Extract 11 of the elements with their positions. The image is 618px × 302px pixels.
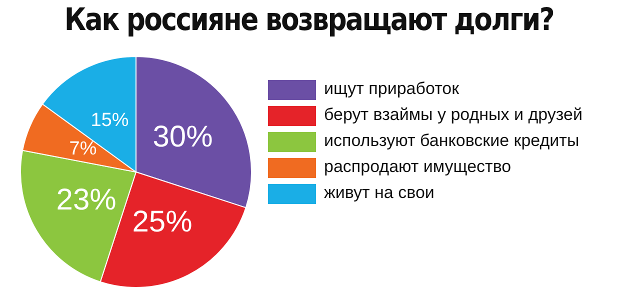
legend-label: используют банковские кредиты [324, 131, 580, 150]
data-label: 15% [90, 110, 129, 131]
chart-title: Как россияне возвращают долги? [63, 2, 555, 38]
legend-label: берут взаймы у родных и друзей [324, 105, 582, 124]
legend-label: распродают имущество [324, 157, 512, 176]
legend-label: ищут приработок [324, 79, 460, 98]
data-label: 30% [152, 120, 213, 154]
legend-label: живут на свои [324, 183, 434, 202]
data-label: 25% [132, 206, 192, 239]
data-label: 7% [69, 138, 97, 160]
data-label: 23% [56, 184, 116, 217]
